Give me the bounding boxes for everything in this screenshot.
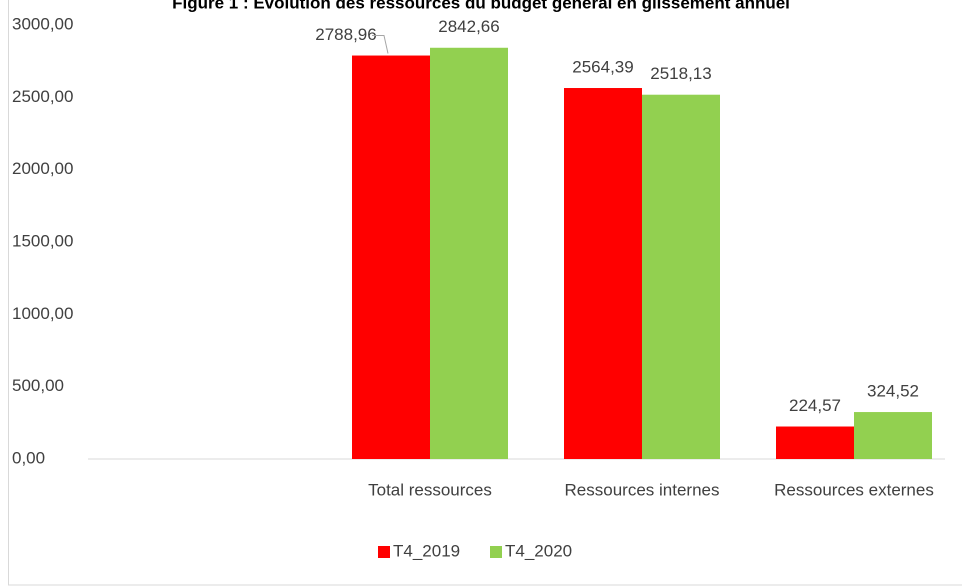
- bar: [776, 426, 854, 459]
- legend-label: T4_2020: [505, 541, 572, 560]
- y-tick-label: 3000,00: [12, 14, 73, 33]
- y-tick-label: 0,00: [12, 448, 45, 467]
- chart-frame: [8, 0, 962, 586]
- legend-swatch: [378, 546, 390, 558]
- y-tick-label: 500,00: [12, 376, 64, 395]
- bar: [564, 88, 642, 459]
- bar: [430, 47, 508, 460]
- data-label: 2564,39: [572, 58, 633, 77]
- y-tick-label: 1500,00: [12, 231, 73, 250]
- y-tick-label: 2500,00: [12, 87, 73, 106]
- y-tick-label: 1000,00: [12, 304, 73, 323]
- data-label: 2518,13: [650, 64, 711, 83]
- x-tick-label: Ressources externes: [774, 480, 934, 499]
- x-tick-label: Ressources internes: [565, 480, 720, 499]
- legend-swatch: [490, 546, 502, 558]
- bar: [642, 94, 720, 460]
- data-label: 224,57: [789, 396, 841, 415]
- data-label: 2842,66: [438, 17, 499, 36]
- chart-title: Figure 1 : Evolution des ressources du b…: [172, 0, 790, 12]
- legend-label: T4_2019: [393, 541, 460, 560]
- x-tick-label: Total ressources: [368, 480, 492, 499]
- bar: [854, 412, 932, 459]
- y-tick-label: 2000,00: [12, 159, 73, 178]
- data-label: 324,52: [867, 382, 919, 401]
- label-leader: [372, 35, 389, 54]
- bar: [352, 55, 430, 459]
- data-label: 2788,96: [315, 25, 376, 44]
